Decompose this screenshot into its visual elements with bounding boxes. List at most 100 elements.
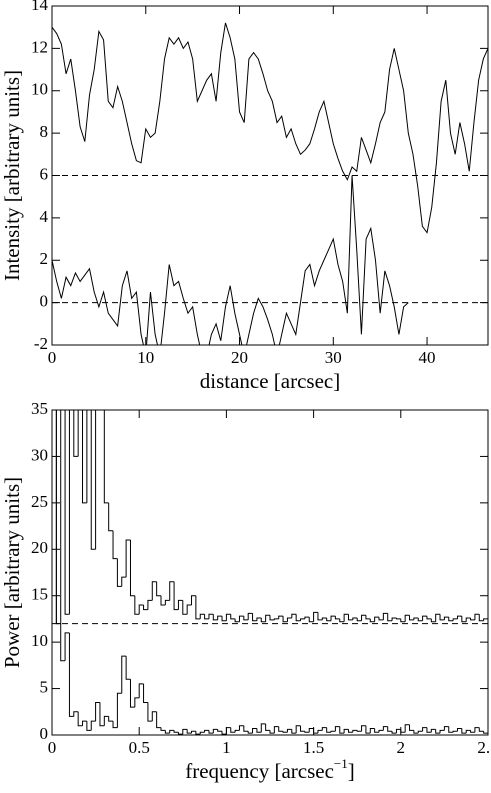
histogram-bin bbox=[95, 702, 100, 722]
histogram-bin bbox=[247, 731, 253, 734]
histogram-bin bbox=[108, 716, 114, 722]
histogram-bin bbox=[265, 614, 270, 622]
histogram-bin bbox=[90, 720, 96, 731]
axes-frame bbox=[51, 5, 489, 346]
x-tick-label: 0.5 bbox=[129, 738, 150, 757]
histogram-bin bbox=[400, 618, 406, 623]
histogram-bin bbox=[483, 731, 488, 734]
x-tick-label: 2.5 bbox=[477, 738, 491, 757]
histogram-bin bbox=[86, 410, 88, 503]
histogram-bin bbox=[369, 728, 375, 734]
histogram-bin bbox=[121, 576, 127, 587]
histogram-bin bbox=[400, 729, 406, 733]
histogram-bin bbox=[138, 604, 144, 615]
histogram-bin bbox=[426, 727, 432, 733]
histogram-bin bbox=[334, 726, 340, 732]
histogram-bin bbox=[68, 632, 74, 717]
histogram-bin bbox=[361, 725, 366, 732]
histogram-bin bbox=[417, 618, 423, 622]
histogram-bin bbox=[68, 410, 70, 615]
histogram-bin bbox=[330, 730, 336, 733]
histogram-bin bbox=[156, 711, 161, 729]
histogram-bin bbox=[395, 728, 401, 734]
histogram-bin bbox=[212, 728, 218, 734]
histogram-bin bbox=[295, 614, 301, 622]
histogram-bin bbox=[177, 732, 183, 735]
histogram-bin bbox=[90, 410, 96, 550]
x-axis-label: frequency [arcsec−1] bbox=[185, 756, 354, 783]
plot-area bbox=[52, 410, 488, 735]
y-tick-label: 20 bbox=[31, 538, 48, 557]
histogram-bin bbox=[321, 727, 327, 731]
histogram-bin bbox=[64, 410, 70, 615]
histogram-bin bbox=[404, 724, 410, 733]
histogram-bin bbox=[409, 724, 414, 731]
y-tick-label: 15 bbox=[31, 585, 48, 604]
histogram-bin bbox=[461, 728, 467, 734]
y-tick-label: 2 bbox=[40, 249, 49, 268]
histogram-bin bbox=[382, 726, 388, 731]
histogram-bin bbox=[435, 613, 441, 622]
histogram-bin bbox=[465, 729, 471, 734]
histogram-bin bbox=[369, 618, 375, 623]
x-axis-label: distance [arcsec] bbox=[200, 369, 341, 393]
histogram-bin bbox=[116, 558, 122, 587]
histogram-bin bbox=[304, 731, 310, 733]
histogram-bin bbox=[470, 618, 475, 621]
histogram-bin bbox=[365, 615, 371, 620]
y-tick-label: -2 bbox=[34, 334, 48, 353]
histogram-bin bbox=[282, 731, 288, 733]
histogram-bin bbox=[230, 614, 236, 620]
histogram-bin bbox=[129, 679, 135, 708]
data-line bbox=[52, 175, 409, 345]
histogram-bin bbox=[478, 727, 484, 732]
histogram-bin bbox=[300, 618, 305, 621]
histogram-bin bbox=[221, 616, 227, 622]
histogram-bin bbox=[160, 595, 166, 606]
y-axis-label: Power [arbitrary units] bbox=[0, 477, 24, 668]
histogram-bin bbox=[195, 731, 201, 735]
histogram-bin bbox=[321, 617, 327, 620]
histogram-bin bbox=[282, 616, 288, 623]
histogram-bin bbox=[483, 618, 488, 621]
y-tick-label: 14 bbox=[31, 0, 49, 14]
histogram-bin bbox=[147, 599, 153, 610]
histogram-bin bbox=[361, 614, 366, 621]
x-tick-label: 30 bbox=[325, 348, 342, 367]
histogram-bin bbox=[103, 410, 109, 504]
histogram-bin bbox=[317, 612, 323, 621]
histogram-bin bbox=[461, 616, 467, 623]
histogram-bin bbox=[60, 410, 62, 624]
histogram-bin bbox=[417, 730, 423, 734]
histogram-bin bbox=[286, 617, 292, 622]
x-tick-label: 1 bbox=[222, 738, 231, 757]
histogram-bin bbox=[330, 615, 336, 621]
x-axis-label-part: ] bbox=[348, 759, 355, 783]
histogram-bin bbox=[217, 615, 223, 620]
histogram-bin bbox=[64, 632, 70, 661]
histogram-bin bbox=[186, 604, 192, 615]
histogram-bin bbox=[204, 729, 209, 733]
histogram-bin bbox=[112, 721, 118, 729]
histogram-bin bbox=[374, 728, 379, 733]
histogram-bin bbox=[456, 728, 462, 732]
histogram-bin bbox=[339, 726, 345, 734]
histogram-bin bbox=[103, 715, 109, 726]
histogram-bin bbox=[260, 723, 266, 733]
histogram-bin bbox=[478, 614, 484, 622]
histogram-bin bbox=[308, 617, 314, 623]
histogram-bin bbox=[273, 726, 279, 734]
histogram-bin bbox=[225, 613, 231, 621]
histogram-bin bbox=[269, 730, 275, 734]
x-axis-label-part: frequency [arcsec bbox=[185, 759, 334, 783]
histogram-bin bbox=[230, 727, 236, 733]
histogram-bin bbox=[391, 617, 397, 621]
histogram-bin bbox=[186, 729, 192, 734]
x-tick-label: 2 bbox=[397, 738, 406, 757]
histogram-bin bbox=[474, 613, 480, 620]
histogram-bin bbox=[439, 614, 445, 621]
histogram-bin bbox=[269, 615, 275, 621]
histogram-bin bbox=[308, 728, 314, 733]
histogram-bin bbox=[238, 615, 244, 622]
histogram-bin bbox=[465, 617, 471, 622]
